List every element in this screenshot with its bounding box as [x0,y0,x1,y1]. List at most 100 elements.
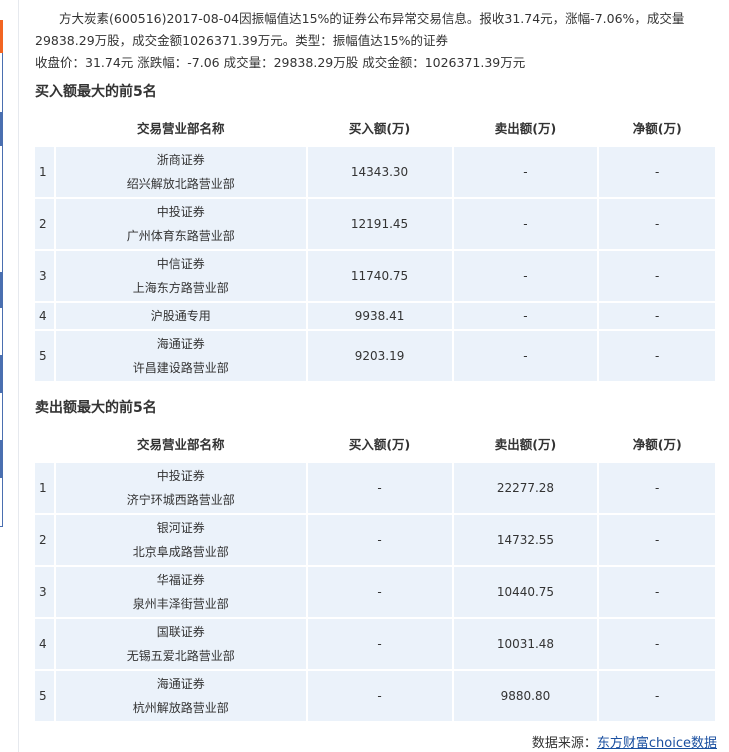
table-row: 1 浙商证券绍兴解放北路营业部 14343.30 - - [35,147,715,197]
buy-amount: 9203.19 [307,331,452,381]
rank: 4 [35,303,54,329]
col-header: 净额(万) [599,425,715,461]
net-amount: - [599,619,715,669]
buy-amount: - [307,515,452,565]
branch: 泉州丰泽街营业部 [132,597,229,611]
firm: 海通证券 [156,677,205,691]
article-content: 方大炭素(600516)2017-08-04因振幅值达15%的证券公布异常交易信… [35,0,717,723]
net-amount: - [599,567,715,617]
sell-amount: 14732.55 [453,515,598,565]
net-amount: - [599,515,715,565]
net-amount: - [599,199,715,249]
table-row: 1 中投证券济宁环城西路营业部 - 22277.28 - [35,463,715,513]
sell-amount: - [453,147,598,197]
buy-amount: - [307,567,452,617]
sidebar-tab-active[interactable] [0,20,3,53]
firm: 银河证券 [156,521,205,535]
net-amount: - [599,671,715,721]
buy-table: 交易营业部名称 买入额(万) 卖出额(万) 净额(万) 1 浙商证券绍兴解放北路营业部… [33,107,717,383]
branch: 上海东方路营业部 [132,281,229,295]
buy-amount: - [307,619,452,669]
sidebar-tab[interactable] [0,272,3,308]
rank: 3 [35,251,54,301]
sidebar-tab[interactable] [0,112,3,146]
branch-name: 海通证券许昌建设路营业部 [56,331,306,381]
branch: 杭州解放路营业部 [132,701,229,715]
table-row: 4 国联证券无锡五爱北路营业部 - 10031.48 - [35,619,715,669]
sell-amount: 9880.80 [453,671,598,721]
data-source: 数据来源：东方财富choice数据 [532,732,717,751]
firm: 沪股通专用 [150,309,211,323]
sell-amount: - [453,303,598,329]
branch-name: 海通证券杭州解放路营业部 [56,671,306,721]
rank: 2 [35,199,54,249]
net-amount: - [599,331,715,381]
table-row: 2 中投证券 广州体育东路营业部 12191.45 - - [35,199,715,249]
sidebar-tab[interactable] [0,440,3,478]
firm: 中投证券 [156,469,205,483]
branch-name: 国联证券无锡五爱北路营业部 [56,619,306,669]
table-row: 2 银河证券北京阜成路营业部 - 14732.55 - [35,515,715,565]
branch-name: 中投证券济宁环城西路营业部 [56,463,306,513]
firm: 华福证券 [156,573,205,587]
col-header: 交易营业部名称 [56,109,306,145]
firm: 中信证券 [156,257,205,271]
rank: 1 [35,463,54,513]
branch-name: 中投证券广州体育东路营业部 [56,199,306,249]
table-row: 5 海通证券杭州解放路营业部 - 9880.80 - [35,671,715,721]
sell-table: 交易营业部名称 买入额(万) 卖出额(万) 净额(万) 1 中投证券济宁环城西路营业部… [33,423,717,723]
branch: 绍兴解放北路营业部 [126,177,235,191]
firm: 海通证券 [156,337,205,351]
col-header: 净额(万) [599,109,715,145]
sidebar-tab[interactable] [0,355,3,393]
firm: 中投证券 [156,205,205,219]
firm: 国联证券 [156,625,205,639]
source-link[interactable]: 东方财富choice数据 [596,736,717,751]
branch: 许昌建设路营业部 [132,361,229,375]
sell-amount: - [453,331,598,381]
col-header: 卖出额(万) [453,109,598,145]
table-row: 5 海通证券 许昌建设路营业部 9203.19 - - [35,331,715,381]
net-amount: - [599,147,715,197]
branch-name: 沪股通专用 [56,303,306,329]
source-label: 数据来源： [531,736,597,751]
rank: 2 [35,515,54,565]
branch-name: 中信证券上海东方路营业部 [56,251,306,301]
table-row: 3 中信证券上海东方路营业部 11740.75 - - [35,251,715,301]
sell-amount: 10031.48 [453,619,598,669]
net-amount: - [599,251,715,301]
sell-amount: 10440.75 [453,567,598,617]
buy-amount: 14343.30 [307,147,452,197]
rank: 5 [35,671,54,721]
sell-amount: 22277.28 [453,463,598,513]
intro-text: 方大炭素(600516)2017-08-04因振幅值达15%的证券公布异常交易信… [35,11,685,48]
col-header: 买入额(万) [307,425,452,461]
branch: 广州体育东路营业部 [126,229,235,243]
branch-name: 银河证券北京阜成路营业部 [56,515,306,565]
branch: 无锡五爱北路营业部 [126,649,235,663]
buy-amount: 9938.41 [307,303,452,329]
buy-section-title: 买入额最大的前5名 [35,84,157,100]
col-header: 交易营业部名称 [56,425,306,461]
branch: 北京阜成路营业部 [132,545,229,559]
table-row: 3 华福证券泉州丰泽街营业部 - 10440.75 - [35,567,715,617]
sell-section-title: 卖出额最大的前5名 [35,400,157,416]
buy-amount: - [307,671,452,721]
branch: 济宁环城西路营业部 [126,493,235,507]
col-header: 卖出额(万) [453,425,598,461]
buy-amount: 11740.75 [307,251,452,301]
rank: 4 [35,619,54,669]
sell-amount: - [453,251,598,301]
branch-name: 华福证券泉州丰泽街营业部 [56,567,306,617]
rank: 1 [35,147,54,197]
branch-name: 浙商证券绍兴解放北路营业部 [56,147,306,197]
firm: 浙商证券 [156,153,205,167]
summary-text: 收盘价：31.74元 涨跌幅：-7.06 成交量：29838.29万股 成交金额… [35,55,526,70]
sell-amount: - [453,199,598,249]
net-amount: - [599,463,715,513]
net-amount: - [599,303,715,329]
table-row: 4 沪股通专用 9938.41 - - [35,303,715,329]
col-header: 买入额(万) [307,109,452,145]
buy-amount: - [307,463,452,513]
rank: 3 [35,567,54,617]
